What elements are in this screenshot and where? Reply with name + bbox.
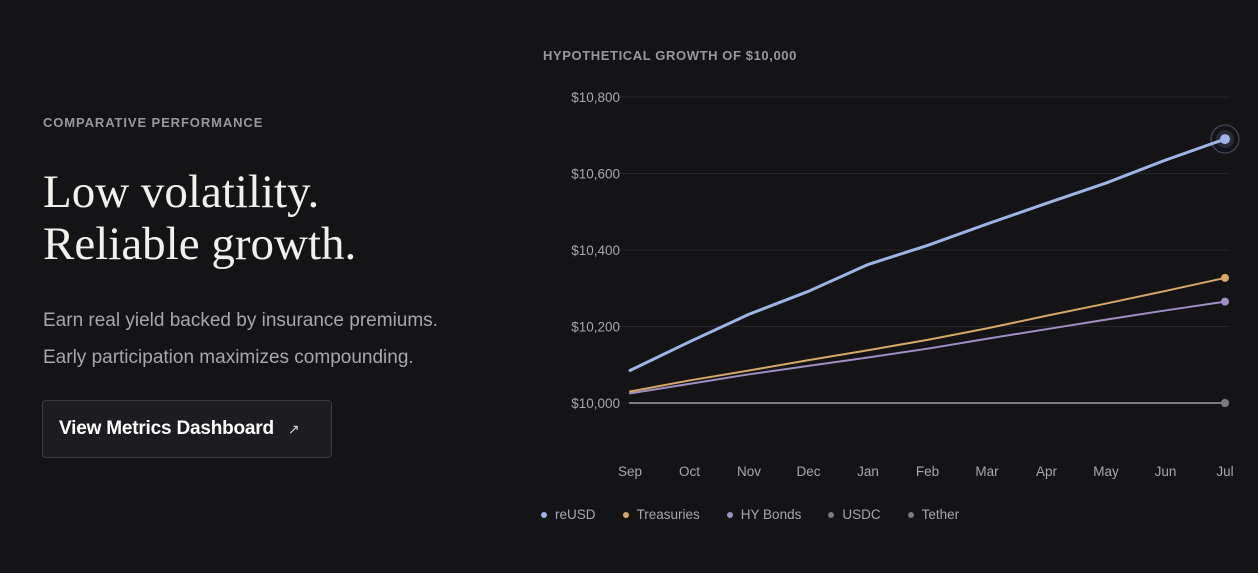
cta-label: View Metrics Dashboard bbox=[59, 418, 274, 439]
x-tick-label: May bbox=[1093, 464, 1119, 479]
legend-item-treasuries[interactable]: Treasuries bbox=[622, 507, 700, 522]
legend-dot-icon bbox=[907, 511, 914, 518]
chart-legend: reUSD Treasuries HY Bonds USDC Tether bbox=[541, 507, 986, 522]
legend-label: HY Bonds bbox=[740, 507, 802, 522]
x-tick-label: Sep bbox=[618, 464, 642, 479]
x-tick-label: Mar bbox=[975, 464, 999, 479]
series-endpoint-hy-bonds bbox=[1221, 297, 1229, 306]
y-tick-label: $10,800 bbox=[571, 90, 620, 105]
series-line-hy-bonds bbox=[629, 300, 1226, 395]
x-tick-label: Oct bbox=[679, 464, 700, 479]
x-tick-label: Feb bbox=[916, 464, 939, 479]
legend-label: Tether bbox=[921, 507, 960, 522]
legend-label: reUSD bbox=[555, 507, 596, 522]
x-tick-label: Jan bbox=[857, 464, 879, 479]
legend-dot-icon bbox=[828, 511, 835, 518]
arrow-up-right-icon: ↗ bbox=[287, 420, 300, 437]
legend-label: USDC bbox=[842, 507, 881, 522]
y-tick-label: $10,600 bbox=[571, 167, 620, 182]
x-tick-label: Dec bbox=[796, 464, 820, 479]
legend-dot-icon bbox=[541, 511, 547, 518]
y-tick-label: $10,400 bbox=[571, 243, 620, 258]
view-metrics-dashboard-button[interactable]: View Metrics Dashboard ↗ bbox=[42, 400, 332, 458]
subheadline-line-1: Earn real yield backed by insurance prem… bbox=[43, 310, 438, 331]
legend-item-usdc[interactable]: USDC bbox=[828, 507, 881, 522]
subheadline: Earn real yield backed by insurance prem… bbox=[43, 302, 438, 376]
series-endpoint-reusd bbox=[1220, 134, 1230, 145]
headline-line-2: Reliable growth. bbox=[43, 218, 357, 270]
legend-item-reusd[interactable]: reUSD bbox=[541, 507, 596, 522]
series-line-treasuries bbox=[629, 276, 1226, 393]
legend-dot-icon bbox=[726, 511, 733, 518]
legend-label: Treasuries bbox=[636, 507, 700, 522]
x-tick-label: Nov bbox=[737, 464, 761, 479]
x-tick-label: Jul bbox=[1216, 464, 1233, 479]
section-eyebrow: COMPARATIVE PERFORMANCE bbox=[43, 115, 264, 130]
x-tick-label: Jun bbox=[1155, 464, 1177, 479]
highlight-ring bbox=[1210, 124, 1240, 154]
headline-line-1: Low volatility. bbox=[43, 166, 320, 218]
y-tick-label: $10,200 bbox=[571, 320, 620, 335]
series-line-reusd bbox=[628, 137, 1227, 372]
series-endpoint-treasuries bbox=[1221, 273, 1229, 282]
legend-item-tether[interactable]: Tether bbox=[907, 507, 960, 522]
page-headline: Low volatility. Reliable growth. bbox=[43, 166, 356, 270]
y-tick-label: $10,000 bbox=[571, 396, 620, 411]
legend-dot-icon bbox=[622, 511, 629, 518]
chart-title: HYPOTHETICAL GROWTH OF $10,000 bbox=[543, 48, 797, 63]
subheadline-line-2: Early participation maximizes compoundin… bbox=[43, 347, 414, 368]
series-endpoint-usdc bbox=[1221, 399, 1229, 407]
growth-line-chart: $10,000 $10,200 $10,400 $10,600 $10,800 Sep Oc… bbox=[571, 90, 1240, 479]
x-tick-label: Apr bbox=[1036, 464, 1058, 479]
legend-item-hy-bonds[interactable]: HY Bonds bbox=[726, 507, 802, 522]
